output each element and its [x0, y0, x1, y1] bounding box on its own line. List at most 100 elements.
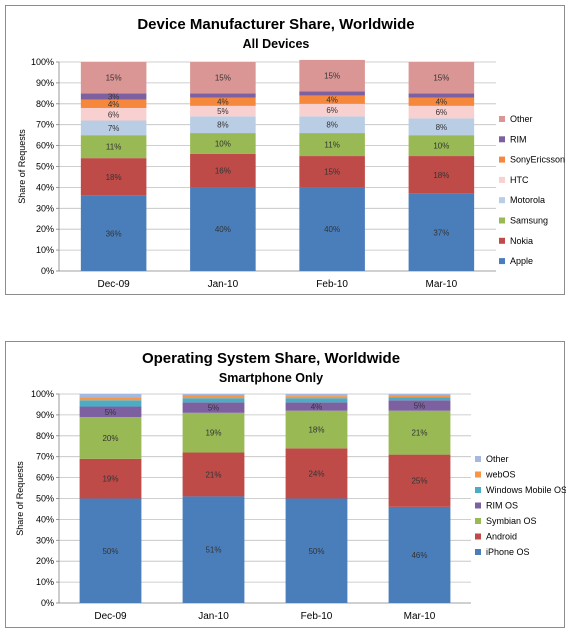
bar-segment-android [79, 458, 142, 499]
legend-label-nokia: Nokia [510, 236, 533, 246]
y-tick-label: 70% [36, 120, 54, 130]
bar-segment-iphone-os [182, 496, 245, 603]
bar-segment-windows-mobile-os [182, 398, 245, 403]
legend-label-iphone-os: iPhone OS [486, 547, 530, 557]
y-tick-label: 70% [36, 452, 54, 462]
bar-segment-rim-os [79, 406, 142, 417]
bar-segment-android [388, 454, 451, 507]
y-tick-label: 20% [36, 224, 54, 234]
legend-label-motorola: Motorola [510, 195, 545, 205]
operating-system-chart-panel: Operating System Share, Worldwide Smartph… [5, 341, 566, 628]
bar-segment-other [80, 62, 147, 94]
device-manufacturer-chart: Device Manufacturer Share, Worldwide All … [17, 16, 565, 290]
data-label: 15% [215, 74, 231, 83]
data-label: 19% [205, 429, 221, 438]
data-label: 21% [411, 429, 427, 438]
data-label: 18% [308, 426, 324, 435]
device-manufacturer-chart-panel: Device Manufacturer Share, Worldwide All … [5, 5, 565, 295]
bar-segment-webos [182, 395, 245, 399]
data-label: 10% [215, 140, 231, 149]
data-label: 19% [102, 475, 118, 484]
data-label: 5% [217, 107, 229, 116]
legend-swatch-webos [475, 471, 481, 478]
legend-swatch-symbian-os [475, 518, 481, 524]
legend-swatch-nokia [499, 237, 505, 244]
bar-segment-windows-mobile-os [79, 400, 142, 407]
data-label: 5% [105, 408, 117, 417]
legend-swatch-htc [499, 176, 505, 183]
bar-segment-samsung [80, 135, 147, 159]
data-label: 11% [106, 143, 121, 152]
data-label: 6% [436, 108, 448, 117]
data-label: 16% [215, 167, 231, 176]
data-label: 4% [326, 96, 338, 105]
legend-label-android: Android [486, 532, 517, 542]
data-label: 10% [433, 142, 449, 151]
x-tick-label: Jan-10 [208, 279, 239, 290]
bar-segment-rim-os [388, 400, 451, 411]
chart-group: Operating System Share, Worldwide Smartph… [15, 350, 566, 622]
bar-segment-motorola [190, 116, 256, 134]
bar-segment-nokia [80, 158, 147, 196]
legend-label-htc: HTC [510, 175, 529, 185]
data-label: 15% [106, 74, 122, 83]
data-label: 37% [433, 228, 449, 237]
legend-label-apple: Apple [510, 256, 533, 266]
x-tick-label: Feb-10 [316, 279, 348, 290]
x-tick-label: Mar-10 [426, 279, 458, 290]
y-tick-label: 50% [36, 494, 54, 504]
legend-swatch-android [475, 533, 481, 540]
legend-swatch-iphone-os [475, 549, 481, 555]
data-label: 11% [324, 141, 339, 150]
bar-segment-rim-os [285, 402, 348, 411]
y-tick-label: 100% [31, 57, 54, 67]
bar-segment-htc [408, 105, 475, 119]
legend-label-other: Other [510, 114, 533, 124]
data-label: 18% [433, 171, 449, 180]
bar-segment-htc [80, 107, 147, 121]
legend-swatch-other [499, 116, 505, 122]
bar-segment-sonyericsson [190, 97, 256, 106]
bar-segment-htc [299, 103, 365, 117]
y-tick-label: 10% [36, 245, 54, 255]
data-label: 24% [308, 469, 324, 478]
bar-segment-sonyericsson [80, 99, 147, 108]
legend-label-symbian-os: Symbian OS [486, 516, 537, 526]
legend-swatch-motorola [499, 197, 505, 204]
legend-swatch-apple [499, 258, 505, 265]
data-label: 20% [102, 434, 118, 443]
legend-label-samsung: Samsung [510, 216, 548, 226]
bar-segment-sonyericsson [408, 97, 475, 106]
data-label: 15% [324, 72, 340, 81]
legend-swatch-rim-os [475, 502, 481, 509]
chart-title: Operating System Share, Worldwide [142, 350, 400, 367]
x-tick-label: Jan-10 [198, 611, 229, 622]
legend-swatch-rim [499, 136, 505, 143]
bar-segment-rim [299, 91, 365, 96]
legend-label-rim-os: RIM OS [486, 501, 518, 511]
bar-segment-other [408, 62, 475, 94]
bar-segment-webos [79, 397, 142, 401]
y-tick-label: 80% [36, 431, 54, 441]
data-label: 5% [414, 401, 426, 410]
bar-segment-nokia [408, 156, 475, 194]
data-label: 5% [208, 404, 220, 413]
data-label: 6% [108, 110, 120, 119]
legend-swatch-samsung [499, 217, 505, 224]
bar-segment-samsung [190, 133, 256, 154]
bar-segment-symbian-os [182, 412, 245, 453]
data-label: 15% [433, 74, 449, 83]
y-tick-label: 20% [36, 556, 54, 566]
y-tick-label: 100% [31, 389, 54, 399]
x-tick-label: Dec-09 [98, 279, 131, 290]
bar-segment-nokia [299, 156, 365, 188]
legend-label-sonyericsson: SonyEricsson [510, 155, 565, 165]
data-label: 21% [205, 470, 221, 479]
data-label: 4% [436, 98, 448, 107]
y-tick-label: 0% [41, 266, 54, 276]
bar-segment-other [190, 62, 256, 94]
operating-system-chart: Operating System Share, Worldwide Smartph… [15, 350, 566, 622]
bar-segment-other [388, 394, 451, 396]
bar-segment-webos [388, 395, 451, 398]
bar-segment-windows-mobile-os [285, 398, 348, 403]
